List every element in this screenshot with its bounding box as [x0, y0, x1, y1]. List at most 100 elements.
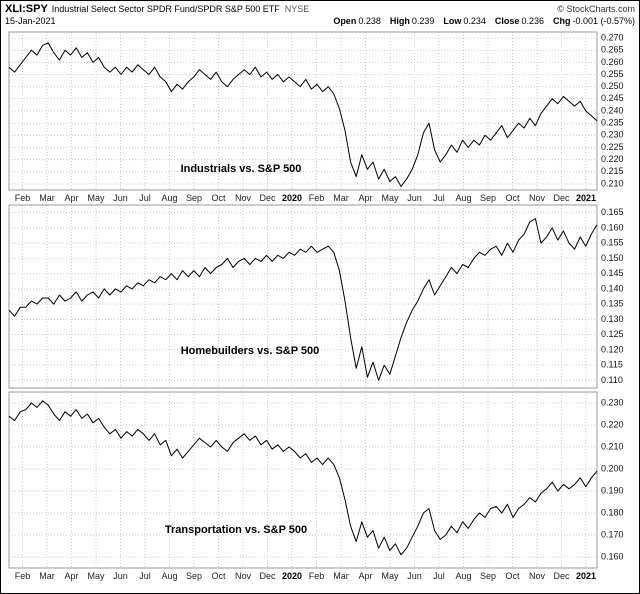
svg-text:Apr: Apr — [64, 193, 78, 203]
svg-text:Sep: Sep — [480, 571, 496, 581]
svg-text:0.115: 0.115 — [601, 359, 623, 369]
svg-text:Homebuilders vs. S&P 500: Homebuilders vs. S&P 500 — [181, 345, 320, 357]
svg-text:May: May — [87, 571, 105, 581]
svg-text:Apr: Apr — [358, 571, 372, 581]
svg-text:0.140: 0.140 — [601, 283, 624, 293]
svg-text:Sep: Sep — [186, 571, 202, 581]
svg-text:Jul: Jul — [433, 193, 445, 203]
quote-low: Low 0.234 — [443, 16, 486, 26]
svg-text:Oct: Oct — [211, 571, 226, 581]
svg-text:0.190: 0.190 — [601, 485, 624, 495]
ticker-symbol: XLI:SPY — [5, 3, 48, 15]
quote-high: High 0.239 — [390, 16, 435, 26]
svg-text:0.160: 0.160 — [601, 222, 624, 232]
svg-text:0.265: 0.265 — [601, 45, 624, 55]
svg-text:Nov: Nov — [235, 571, 252, 581]
svg-text:Jul: Jul — [433, 571, 445, 581]
svg-text:0.130: 0.130 — [601, 314, 624, 324]
close-label: Close — [494, 16, 520, 26]
svg-text:2021: 2021 — [576, 571, 596, 581]
panel-industrials-chart: 0.210 0.215 0.220 0.225 0.230 0.235 0.240 0.245… — [8, 31, 624, 191]
svg-text:Jul: Jul — [139, 193, 151, 203]
svg-text:Feb: Feb — [309, 193, 325, 203]
svg-text:0.135: 0.135 — [601, 298, 624, 308]
svg-text:Nov: Nov — [235, 193, 252, 203]
svg-text:0.155: 0.155 — [601, 237, 624, 247]
svg-text:0.160: 0.160 — [601, 551, 624, 561]
svg-text:0.250: 0.250 — [601, 81, 624, 91]
svg-text:0.230: 0.230 — [601, 397, 624, 407]
svg-text:0.270: 0.270 — [601, 32, 624, 42]
high-label: High — [389, 16, 410, 26]
svg-text:0.245: 0.245 — [601, 93, 624, 103]
svg-text:0.235: 0.235 — [601, 118, 624, 128]
svg-text:Industrials vs. S&P 500: Industrials vs. S&P 500 — [181, 163, 302, 175]
svg-text:Dec: Dec — [553, 193, 570, 203]
quote-close: Close 0.236 — [495, 16, 544, 26]
panel-homebuilders-chart: 0.110 0.115 0.120 0.125 0.130 0.135 0.140 0.145… — [8, 204, 624, 389]
svg-text:May: May — [87, 193, 105, 203]
svg-text:Nov: Nov — [529, 571, 546, 581]
svg-text:0.225: 0.225 — [601, 142, 624, 152]
panel-transportation-chart: 0.160 0.170 0.180 0.190 0.200 0.210 0.220 0.230… — [8, 391, 624, 569]
low-value: 0.234 — [463, 16, 486, 26]
svg-text:Apr: Apr — [358, 193, 372, 203]
svg-text:Aug: Aug — [161, 193, 177, 203]
svg-text:0.230: 0.230 — [601, 130, 624, 140]
svg-text:Sep: Sep — [186, 193, 202, 203]
symbol-description: Industrial Select Sector SPDR Fund/SPDR … — [51, 4, 280, 14]
svg-text:0.145: 0.145 — [601, 268, 624, 278]
open-value: 0.238 — [358, 16, 381, 26]
svg-text:0.210: 0.210 — [601, 178, 624, 188]
svg-text:Oct: Oct — [505, 571, 520, 581]
svg-text:Jun: Jun — [407, 193, 422, 203]
change-label: Chg — [552, 16, 571, 26]
svg-text:0.240: 0.240 — [601, 105, 624, 115]
quote-date: 15-Jan-2021 — [5, 16, 56, 26]
svg-text:0.120: 0.120 — [601, 344, 624, 354]
svg-text:Sep: Sep — [480, 193, 496, 203]
svg-text:Aug: Aug — [455, 571, 471, 581]
svg-text:Dec: Dec — [553, 571, 570, 581]
svg-text:Transportation vs. S&P 500: Transportation vs. S&P 500 — [165, 524, 307, 536]
close-value: 0.236 — [521, 16, 544, 26]
svg-text:Mar: Mar — [39, 193, 55, 203]
svg-text:2021: 2021 — [576, 193, 596, 203]
svg-text:0.180: 0.180 — [601, 507, 624, 517]
svg-text:Aug: Aug — [455, 193, 471, 203]
quote-line: 15-Jan-2021 Open 0.238 High 0.239 Low 0.234… — [1, 16, 639, 29]
high-value: 0.239 — [411, 16, 435, 26]
svg-text:Mar: Mar — [39, 571, 55, 581]
svg-text:May: May — [381, 571, 399, 581]
svg-text:0.200: 0.200 — [601, 463, 624, 473]
svg-text:2020: 2020 — [282, 193, 302, 203]
svg-text:Jun: Jun — [113, 193, 128, 203]
svg-text:Jun: Jun — [407, 571, 422, 581]
svg-text:0.220: 0.220 — [601, 154, 624, 164]
svg-text:Apr: Apr — [64, 571, 78, 581]
svg-text:0.210: 0.210 — [601, 441, 624, 451]
svg-text:Mar: Mar — [333, 571, 349, 581]
svg-text:Oct: Oct — [505, 193, 520, 203]
exchange-label: NYSE — [284, 4, 310, 14]
svg-text:0.150: 0.150 — [601, 253, 624, 263]
chart-header: XLI:SPY Industrial Select Sector SPDR Fu… — [1, 1, 639, 16]
svg-text:Feb: Feb — [15, 571, 31, 581]
svg-text:0.125: 0.125 — [601, 329, 624, 339]
svg-text:Feb: Feb — [309, 571, 325, 581]
x-axis-labels-bottom: Feb Mar Apr May Jun Jul Aug Sep Oct Nov Dec 2020 Feb… — [15, 571, 596, 581]
svg-text:0.215: 0.215 — [601, 166, 624, 176]
svg-text:0.110: 0.110 — [601, 375, 623, 385]
low-label: Low — [443, 16, 462, 26]
svg-text:0.255: 0.255 — [601, 69, 624, 79]
svg-text:2020: 2020 — [282, 571, 302, 581]
x-axis-labels-top: Feb Mar Apr May Jun Jul Aug Sep Oct Nov Dec 2020 Feb… — [15, 193, 596, 203]
svg-text:May: May — [381, 193, 399, 203]
svg-text:0.260: 0.260 — [601, 57, 624, 67]
open-label: Open — [333, 16, 357, 26]
source-credit: © StockCharts.com — [557, 4, 635, 14]
svg-text:Jul: Jul — [139, 571, 151, 581]
svg-text:Aug: Aug — [161, 571, 177, 581]
quote-open: Open 0.238 — [333, 16, 381, 26]
